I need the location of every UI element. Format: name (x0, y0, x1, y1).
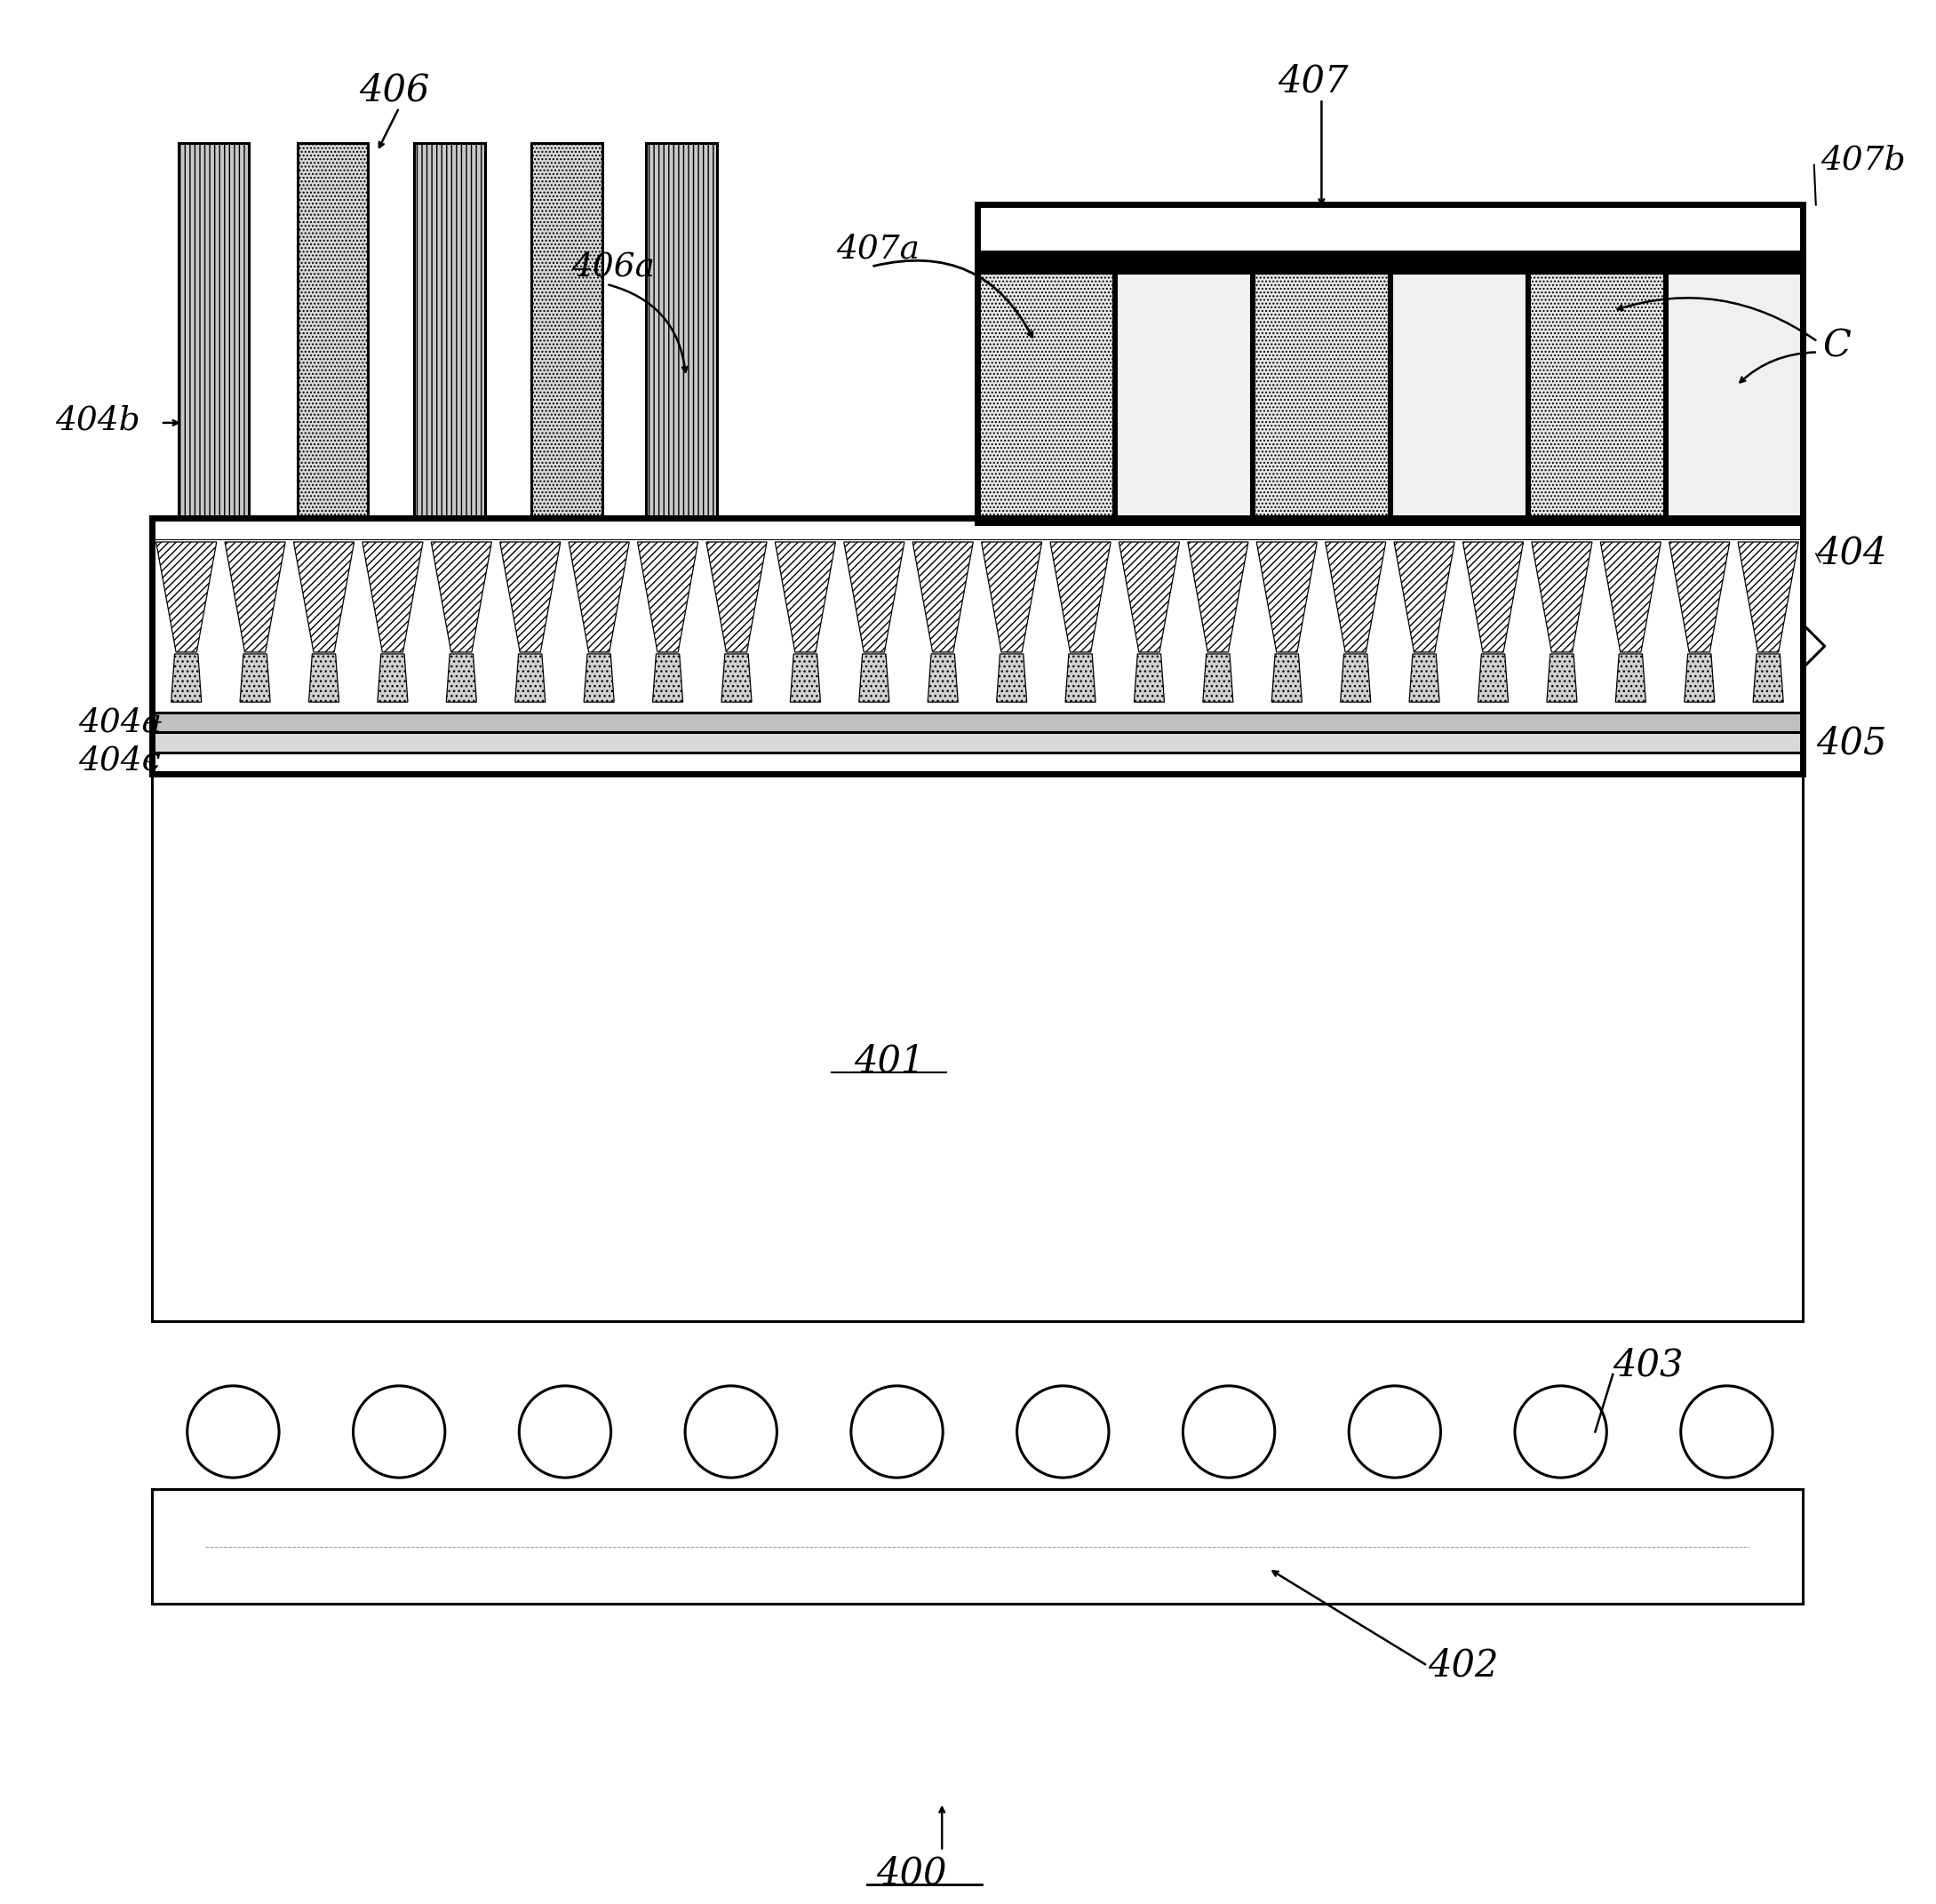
Bar (151, 541, 1802, 712)
Polygon shape (1477, 653, 1508, 703)
Polygon shape (1119, 543, 1179, 651)
Polygon shape (447, 653, 476, 703)
Polygon shape (722, 653, 751, 703)
Polygon shape (1547, 653, 1578, 703)
Polygon shape (569, 543, 629, 651)
Bar (1255, 272, 1388, 522)
Polygon shape (1272, 653, 1301, 703)
Circle shape (519, 1386, 612, 1478)
Bar (532, 143, 602, 518)
Bar (414, 143, 484, 518)
Text: 400: 400 (875, 1854, 947, 1893)
Polygon shape (1684, 653, 1715, 703)
Polygon shape (157, 543, 217, 651)
Text: 407a: 407a (836, 232, 920, 265)
Polygon shape (378, 653, 408, 703)
Bar (151, 775, 1802, 1321)
Polygon shape (1134, 653, 1164, 703)
Circle shape (1183, 1386, 1274, 1478)
Bar (647, 143, 716, 518)
Bar (978, 253, 1802, 272)
Bar (151, 731, 1802, 752)
Text: 406a: 406a (571, 251, 654, 282)
Polygon shape (240, 653, 271, 703)
Bar (1392, 272, 1526, 522)
Polygon shape (844, 543, 904, 651)
Bar (151, 712, 1802, 731)
Bar (151, 541, 1802, 712)
Polygon shape (225, 543, 285, 651)
Polygon shape (1187, 543, 1249, 651)
Polygon shape (1049, 543, 1111, 651)
Polygon shape (997, 653, 1026, 703)
Polygon shape (912, 543, 974, 651)
Bar (978, 206, 1802, 522)
Bar (151, 518, 1802, 775)
Text: 403: 403 (1613, 1346, 1684, 1384)
Text: 406: 406 (360, 70, 430, 109)
Text: 404c: 404c (79, 744, 161, 777)
Polygon shape (585, 653, 614, 703)
Circle shape (1514, 1386, 1607, 1478)
Circle shape (188, 1386, 279, 1478)
Polygon shape (362, 543, 422, 651)
Polygon shape (927, 653, 958, 703)
Polygon shape (1256, 543, 1316, 651)
Polygon shape (1739, 543, 1799, 651)
Bar (151, 1489, 1802, 1603)
Polygon shape (1669, 543, 1729, 651)
Text: 407: 407 (1278, 63, 1347, 99)
Polygon shape (432, 543, 492, 651)
Polygon shape (499, 543, 560, 651)
Text: 404: 404 (1816, 535, 1886, 571)
Text: 402: 402 (1427, 1647, 1498, 1685)
Polygon shape (1754, 653, 1783, 703)
Bar (298, 143, 368, 518)
Bar (978, 253, 1802, 272)
Polygon shape (170, 653, 201, 703)
Polygon shape (1464, 543, 1524, 651)
Polygon shape (774, 543, 836, 651)
Polygon shape (1615, 653, 1646, 703)
Text: 404a: 404a (79, 706, 163, 739)
Polygon shape (790, 653, 821, 703)
Circle shape (1680, 1386, 1773, 1478)
Polygon shape (308, 653, 339, 703)
Text: 407b: 407b (1820, 145, 1905, 177)
Text: 404b: 404b (54, 406, 139, 438)
Circle shape (1016, 1386, 1109, 1478)
Polygon shape (1065, 653, 1096, 703)
Polygon shape (294, 543, 354, 651)
Polygon shape (1340, 653, 1371, 703)
Bar (1667, 272, 1800, 522)
Bar (151, 518, 1802, 541)
Polygon shape (637, 543, 699, 651)
Bar (978, 206, 1802, 253)
Polygon shape (982, 543, 1042, 651)
Polygon shape (1202, 653, 1233, 703)
Polygon shape (1326, 543, 1386, 651)
Polygon shape (707, 543, 767, 651)
Bar (1117, 272, 1251, 522)
Polygon shape (1601, 543, 1661, 651)
Polygon shape (652, 653, 683, 703)
Bar (178, 143, 250, 518)
Bar (1529, 272, 1663, 522)
Circle shape (352, 1386, 445, 1478)
Polygon shape (515, 653, 546, 703)
Circle shape (852, 1386, 943, 1478)
Circle shape (1349, 1386, 1440, 1478)
Bar (978, 272, 1113, 522)
Polygon shape (1531, 543, 1591, 651)
Polygon shape (1409, 653, 1440, 703)
Text: 401: 401 (854, 1041, 923, 1080)
Text: C: C (1824, 327, 1851, 366)
Polygon shape (1394, 543, 1454, 651)
Polygon shape (860, 653, 889, 703)
Circle shape (685, 1386, 776, 1478)
Text: 405: 405 (1816, 725, 1886, 762)
